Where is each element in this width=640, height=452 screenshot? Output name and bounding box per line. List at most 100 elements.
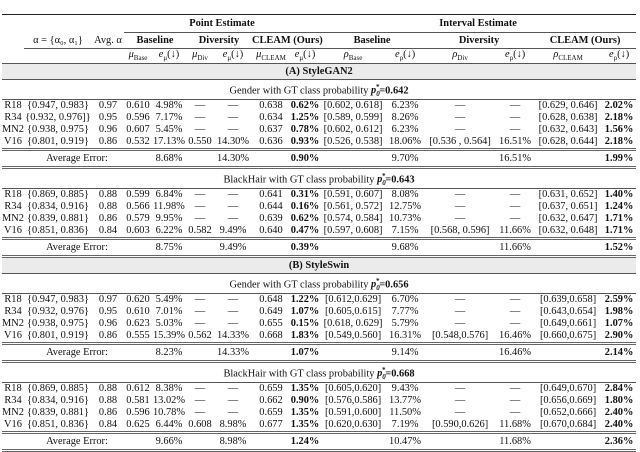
average-error-row: Average Error: 9.66% 8.98% 1.24% 10.47% 11.68… bbox=[2, 431, 637, 452]
table-cell: 0.638 bbox=[259, 100, 283, 111]
table-cell: [0.526, 0.538] bbox=[323, 136, 383, 147]
table-cell: [0.589, 0.599] bbox=[323, 112, 383, 123]
average-error-row: Average Error: 8.68% 14.30% 0.90% 9.70% 16.51… bbox=[2, 148, 637, 169]
table-cell: 0.655 bbox=[259, 318, 283, 329]
table-cell: V16 bbox=[4, 136, 22, 147]
estimate-col-header: ρCLEAM bbox=[553, 49, 583, 63]
table-cell: {0.869, 0.885} bbox=[27, 383, 89, 394]
point-estimate-header: Point Estimate bbox=[124, 14, 321, 33]
table-cell: — bbox=[509, 100, 521, 111]
table-cell: 13.02% bbox=[152, 395, 186, 406]
table-cell: MN2 bbox=[2, 124, 24, 135]
avg-e-rho-div: 16.46% bbox=[496, 342, 535, 363]
table-cell: [0.536 , 0.564] bbox=[429, 136, 491, 147]
table-cell: R34 bbox=[4, 112, 22, 123]
table-cell: {0.932, 0.976]} bbox=[25, 112, 91, 123]
table-cell: 8.98% bbox=[219, 419, 247, 430]
table-cell: 0.641 bbox=[259, 189, 283, 200]
average-error-label: Average Error: bbox=[2, 342, 152, 363]
table-cell: 0.640 bbox=[259, 225, 283, 236]
table-row: MN2 {0.839, 0.881} 0.86 0.596 10.78% — — 0.659 1… bbox=[2, 407, 636, 419]
avg-e-rho-cleam: 1.99% bbox=[602, 148, 637, 169]
table-cell: — bbox=[194, 306, 206, 317]
table-cell: 2.40% bbox=[604, 419, 634, 430]
table-cell: [0.602, 0.612] bbox=[323, 124, 383, 135]
table-row: MN2 {0.938, 0.975} 0.96 0.623 5.03% — — 0.655 0.… bbox=[2, 318, 636, 330]
avg-e-cleam: 1.07% bbox=[290, 342, 321, 363]
table-cell: 0.16% bbox=[290, 201, 320, 212]
table-cell: 1.80% bbox=[604, 395, 634, 406]
table-cell: [0.649,0.670] bbox=[539, 383, 597, 394]
table-cell: [0.574, 0.584] bbox=[323, 213, 383, 224]
table-cell: 9.43% bbox=[391, 383, 419, 394]
table-cell: 1.35% bbox=[290, 407, 320, 418]
table-row: R34 {0.834, 0.916} 0.88 0.581 13.02% — — 0.662 0… bbox=[2, 395, 636, 407]
avg-e-rho-base: 10.47% bbox=[386, 431, 425, 452]
group-title-row: Gender with GT class probability p0*=0.6… bbox=[2, 273, 637, 294]
avg-e-rho-base: 9.70% bbox=[386, 148, 425, 169]
table-cell: 0.582 bbox=[188, 225, 212, 236]
table-cell: — bbox=[509, 383, 521, 394]
estimate-col-header: ρBase bbox=[343, 49, 363, 63]
table-cell: MN2 bbox=[2, 407, 24, 418]
table-cell: 0.97 bbox=[98, 100, 118, 111]
table-cell: — bbox=[509, 306, 521, 317]
table-cell: — bbox=[227, 100, 239, 111]
table-cell: [0.597, 0.608] bbox=[323, 225, 383, 236]
table-cell: — bbox=[454, 395, 466, 406]
table-cell: — bbox=[227, 124, 239, 135]
group-title-row: BlackHair with GT class probability p0*=… bbox=[2, 361, 637, 383]
table-cell: [0.605,0.615] bbox=[324, 306, 382, 317]
table-cell: R18 bbox=[4, 294, 22, 305]
table-cell: [0.652,0.666] bbox=[539, 407, 597, 418]
table-cell: 0.532 bbox=[126, 136, 150, 147]
table-cell: 0.668 bbox=[259, 330, 283, 341]
table-cell: 0.86 bbox=[98, 213, 118, 224]
table-cell: 16.46% bbox=[499, 330, 532, 341]
avg-e-rho-cleam: 2.14% bbox=[602, 342, 637, 363]
table-cell: 13.77% bbox=[389, 395, 422, 406]
table-cell: 0.659 bbox=[259, 383, 283, 394]
table-cell: {0.947, 0.983} bbox=[27, 100, 89, 111]
interval-estimate-header: Interval Estimate bbox=[320, 14, 637, 33]
average-error-row: Average Error: 8.75% 9.49% 0.39% 9.68% 11.66%… bbox=[2, 237, 637, 258]
table-cell: 7.17% bbox=[155, 112, 183, 123]
table-cell: — bbox=[194, 318, 206, 329]
table-cell: [0.637, 0.651] bbox=[538, 201, 598, 212]
table-cell: — bbox=[194, 124, 206, 135]
table-cell: [0.629, 0.646] bbox=[538, 100, 598, 111]
table-cell: 14.30% bbox=[216, 136, 250, 147]
table-cell: [0.632, 0.647] bbox=[538, 213, 598, 224]
section-title: (B) StyleSwin bbox=[2, 256, 637, 274]
interval-baseline-header: Baseline bbox=[320, 32, 425, 49]
table-cell: 0.97 bbox=[98, 294, 118, 305]
avg-e-div: 14.33% bbox=[214, 342, 252, 363]
table-cell: [0.660,0.675] bbox=[539, 330, 597, 341]
avg-e-base: 8.68% bbox=[152, 148, 186, 169]
table-cell: 0.620 bbox=[126, 294, 150, 305]
table-cell: — bbox=[227, 213, 239, 224]
table-row: R34 {0.834, 0.916} 0.88 0.566 11.98% — — 0.644 0… bbox=[2, 201, 636, 213]
table-cell: — bbox=[509, 201, 521, 212]
table-cell: 10.78% bbox=[152, 407, 186, 418]
table-cell: {0.851, 0.836} bbox=[27, 225, 89, 236]
estimate-col-header: ρDiv bbox=[452, 49, 468, 63]
table-cell: {0.938, 0.975} bbox=[27, 318, 89, 329]
table-cell: R34 bbox=[4, 395, 22, 406]
table-cell: R34 bbox=[4, 306, 22, 317]
group-title-row: Gender with GT class probability p0*=0.6… bbox=[2, 79, 637, 100]
table-cell: [0.639,0.658] bbox=[539, 294, 597, 305]
table-row: V16 {0.801, 0.919} 0.86 0.555 15.39% 0.562 14.… bbox=[2, 330, 636, 344]
table-cell: 0.596 bbox=[126, 407, 150, 418]
table-cell: 10.73% bbox=[389, 213, 422, 224]
table-cell: 0.78% bbox=[290, 124, 320, 135]
table-cell: — bbox=[194, 112, 206, 123]
table-cell: — bbox=[194, 189, 206, 200]
table-cell: [0.670,0.684] bbox=[539, 419, 597, 430]
table-cell: — bbox=[509, 318, 521, 329]
table-cell: 0.648 bbox=[259, 294, 283, 305]
table-cell: 8.08% bbox=[391, 189, 419, 200]
table-cell: MN2 bbox=[2, 213, 24, 224]
table-cell: 6.44% bbox=[155, 419, 183, 430]
table-cell: 2.18% bbox=[604, 136, 634, 147]
